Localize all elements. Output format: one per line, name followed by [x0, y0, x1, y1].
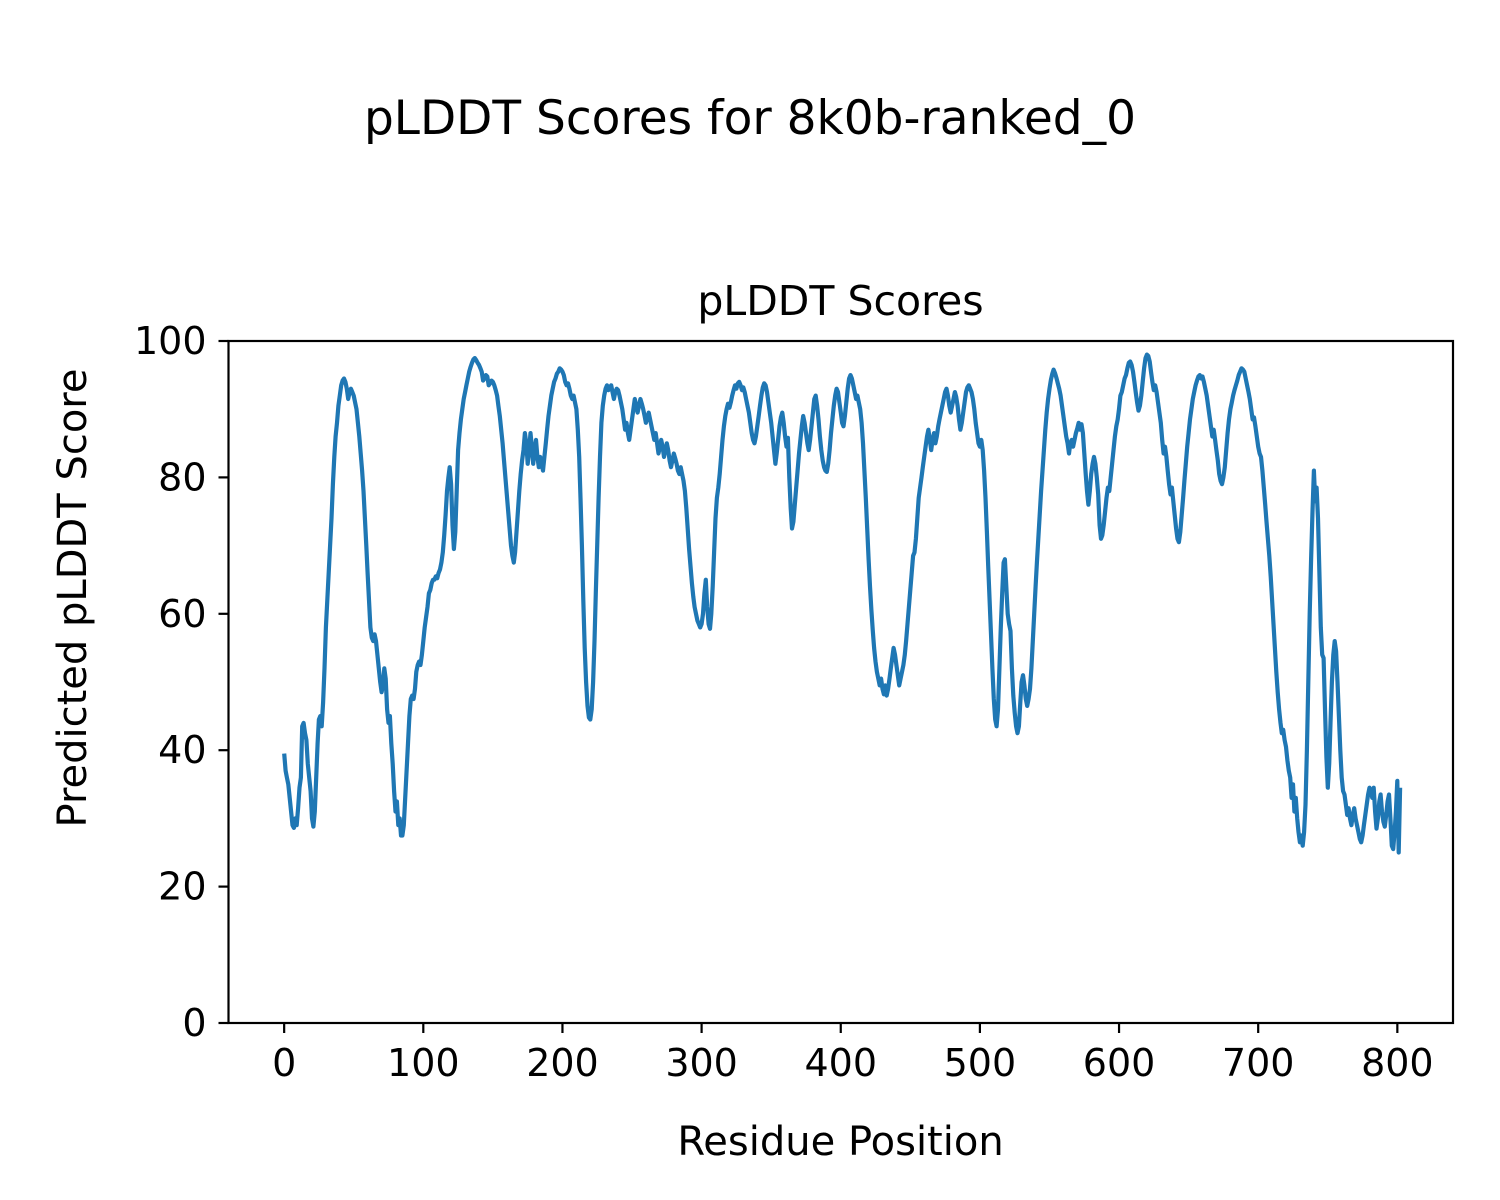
figure-suptitle: pLDDT Scores for 8k0b-ranked_0	[364, 91, 1136, 146]
y-tick-label: 0	[182, 1001, 206, 1045]
x-axis-label: Residue Position	[677, 1119, 1003, 1165]
y-axis-label: Predicted pLDDT Score	[50, 369, 96, 828]
y-tick-label: 40	[158, 728, 206, 772]
x-tick-label: 400	[804, 1041, 877, 1085]
axes-spines	[227, 339, 1455, 1025]
y-tick-label: 80	[158, 455, 206, 499]
plddt-line	[282, 352, 1403, 855]
x-tick-label: 300	[665, 1041, 738, 1085]
y-tick-label: 20	[158, 865, 206, 909]
x-tick-label: 600	[1083, 1041, 1156, 1085]
x-tick-label: 100	[387, 1041, 460, 1085]
y-tick-label: 100	[134, 319, 207, 363]
x-tick-label: 700	[1222, 1041, 1295, 1085]
axes-title: pLDDT Scores	[697, 277, 983, 325]
x-tick-label: 0	[272, 1041, 296, 1085]
plot-area: 0 100 200 300 400 500 600 700 800 0 20 40 60 80 100	[134, 319, 1434, 1085]
x-tick-label: 500	[944, 1041, 1017, 1085]
x-tick-label: 800	[1361, 1041, 1434, 1085]
y-tick-label: 60	[158, 592, 206, 636]
x-tick-label: 200	[526, 1041, 599, 1085]
